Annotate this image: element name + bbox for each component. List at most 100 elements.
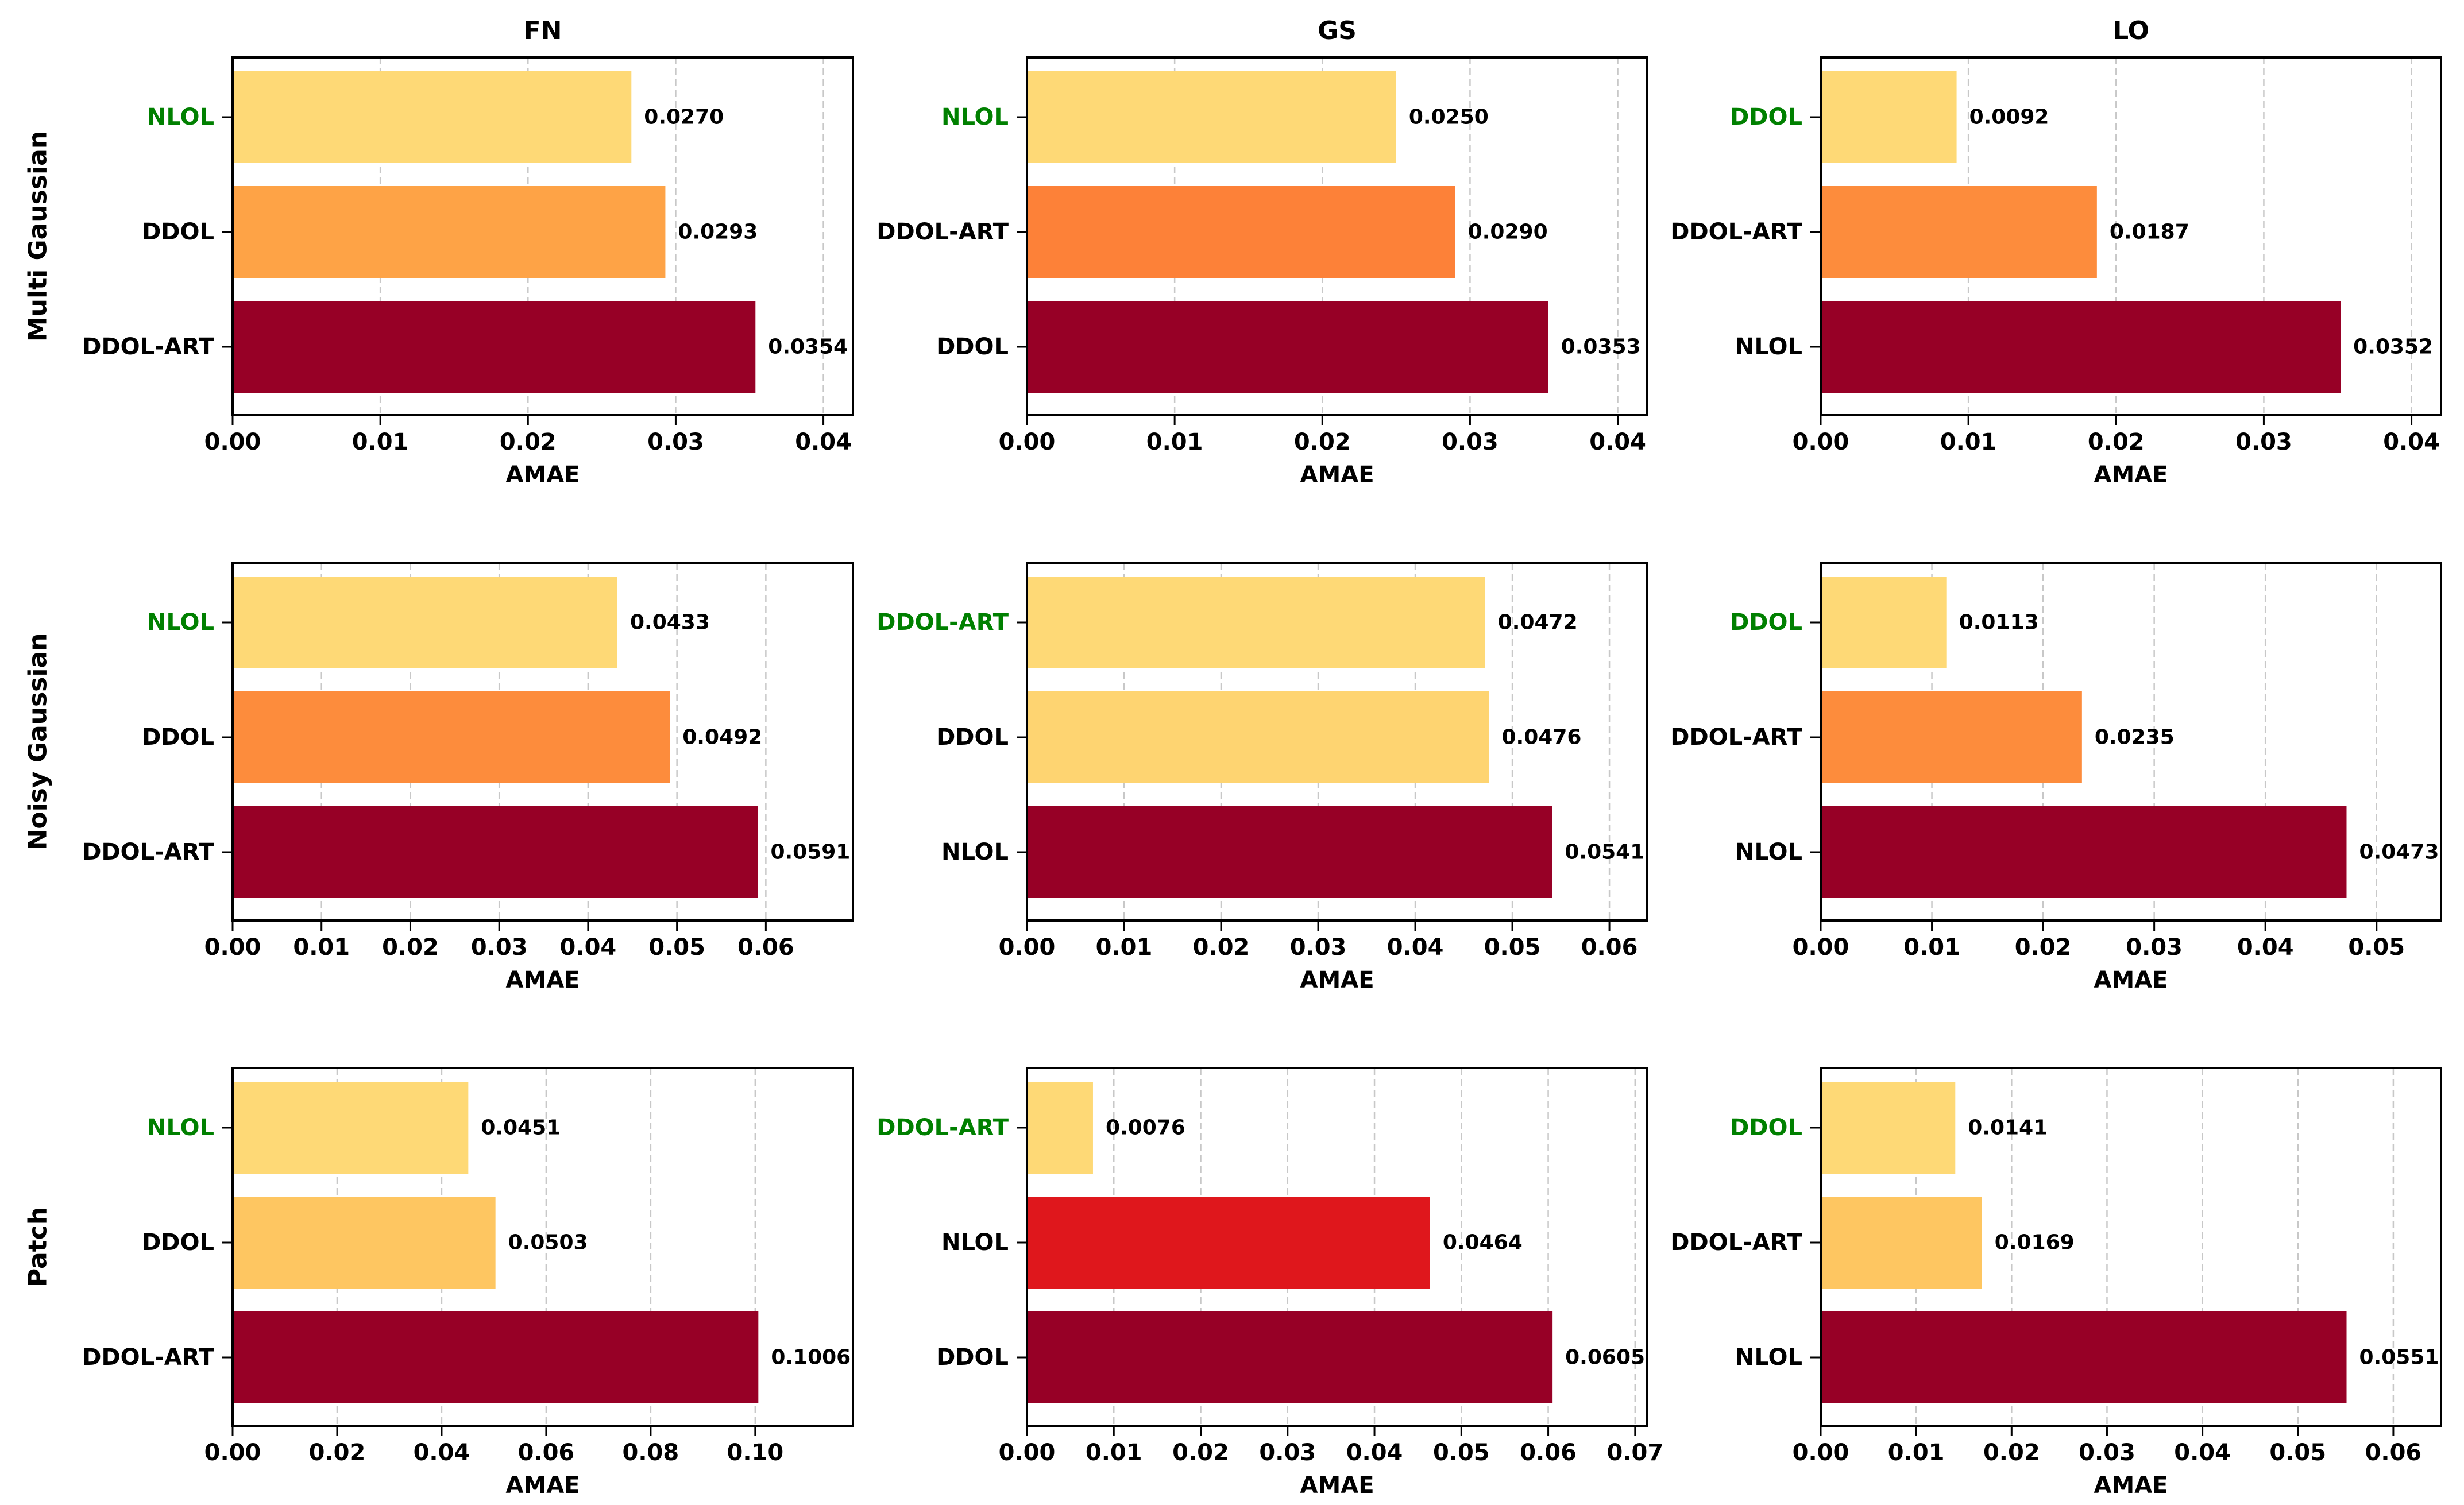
x-tick-label: 0.02: [500, 429, 557, 455]
bar-nlol: [233, 1082, 469, 1174]
x-tick-label: 0.02: [1983, 1440, 2040, 1466]
bar-ddol: [1821, 71, 1957, 163]
x-tick-label: 0.06: [1520, 1440, 1577, 1466]
row-title-patch: Patch: [24, 1207, 53, 1287]
panel-multi-gaussian-gs: 0.0250 NLOL 0.0290 DDOL-ART 0.0353 DDOL 0.00 0.…: [876, 56, 1648, 488]
row-title-noisy-gaussian: Noisy Gaussian: [24, 633, 53, 850]
x-tick-label: 0.05: [1484, 934, 1541, 961]
bar-value-label: 0.0451: [481, 1116, 561, 1140]
x-tick-label: 0.04: [1387, 934, 1444, 961]
x-axis-label: AMAE: [505, 1472, 580, 1499]
category-label: NLOL: [941, 104, 1009, 130]
x-tick-label: 0.02: [2015, 934, 2072, 961]
bar-nlol: [1821, 1311, 2347, 1403]
category-label: DDOL-ART: [876, 1115, 1009, 1141]
axes-frame: [231, 1067, 854, 1427]
panel-patch-fn: 0.0451 NLOL 0.0503 DDOL 0.1006 DDOL-ART 0.00 0.…: [82, 1067, 854, 1499]
bar-ddol-art: [1027, 577, 1485, 668]
bar-value-label: 0.0250: [1409, 106, 1489, 129]
panel-patch-lo: 0.0141 DDOL 0.0169 DDOL-ART 0.0551 NLOL 0.00 0.…: [1670, 1067, 2442, 1499]
x-tick-label: 0.03: [1442, 429, 1499, 455]
x-tick-label: 0.02: [1193, 934, 1250, 961]
bar-value-label: 0.1006: [771, 1346, 851, 1369]
bar-value-label: 0.0113: [1959, 611, 2039, 635]
category-label: DDOL: [142, 219, 214, 245]
x-tick-label: 0.00: [1793, 429, 1849, 455]
column-title-lo: LO: [2112, 16, 2149, 45]
bar-value-label: 0.0092: [1969, 106, 2049, 129]
x-tick-label: 0.05: [648, 934, 705, 961]
column-title-gs: GS: [1318, 16, 1357, 45]
x-tick-label: 0.01: [293, 934, 350, 961]
bar-value-label: 0.0352: [2353, 335, 2433, 359]
category-label: NLOL: [1735, 1344, 1802, 1371]
bar-value-label: 0.0235: [2095, 726, 2175, 749]
x-tick-label: 0.00: [204, 934, 261, 961]
panel-patch-gs: 0.0076 DDOL-ART 0.0464 NLOL 0.0605 DDOL 0.00 0.…: [876, 1067, 1663, 1499]
x-tick-label: 0.01: [1903, 934, 1960, 961]
column-title-fn: FN: [524, 16, 562, 45]
bar-value-label: 0.0591: [770, 841, 850, 864]
axes-frame: [231, 56, 854, 416]
x-axis-label: AMAE: [2094, 967, 2168, 993]
x-tick-label: 0.06: [1581, 934, 1638, 961]
bar-value-label: 0.0293: [678, 220, 758, 244]
bar-value-label: 0.0464: [1443, 1231, 1523, 1255]
category-label: DDOL: [142, 1229, 214, 1256]
bar-ddol-art: [1821, 186, 2097, 278]
x-tick-label: 0.04: [560, 934, 617, 961]
x-tick-label: 0.06: [737, 934, 794, 961]
x-tick-label: 0.00: [999, 1440, 1056, 1466]
x-tick-label: 0.00: [204, 429, 261, 455]
x-tick-label: 0.00: [1793, 934, 1849, 961]
x-tick-label: 0.01: [1940, 429, 1997, 455]
bar-nlol: [1821, 301, 2341, 393]
bar-ddol: [1821, 577, 1947, 668]
category-label: DDOL: [936, 1344, 1009, 1371]
bar-ddol: [233, 1197, 496, 1289]
panel-noisy-gaussian-gs: 0.0472 DDOL-ART 0.0476 DDOL 0.0541 NLOL 0.00 0.…: [876, 562, 1648, 993]
x-tick-label: 0.02: [382, 934, 439, 961]
bar-ddol: [1027, 301, 1548, 393]
x-tick-label: 0.00: [999, 934, 1056, 961]
category-label: NLOL: [147, 104, 214, 130]
axes-frame: [1026, 56, 1648, 416]
category-label: NLOL: [147, 609, 214, 636]
x-tick-label: 0.04: [2383, 429, 2440, 455]
category-label: DDOL: [936, 334, 1009, 360]
category-label: NLOL: [1735, 839, 1802, 865]
bar-ddol: [1821, 1082, 1956, 1174]
bar-ddol: [233, 691, 670, 783]
bar-ddol-art: [233, 806, 758, 898]
x-tick-label: 0.06: [2365, 1440, 2422, 1466]
axes-frame: [1820, 56, 2442, 416]
x-tick-label: 0.00: [999, 429, 1056, 455]
category-label: DDOL: [1730, 104, 1802, 130]
x-tick-label: 0.05: [2269, 1440, 2326, 1466]
x-tick-label: 0.01: [1086, 1440, 1142, 1466]
x-axis-label: AMAE: [1300, 462, 1374, 488]
bar-value-label: 0.0472: [1498, 611, 1578, 635]
bar-ddol-art: [233, 1311, 759, 1403]
bar-value-label: 0.0270: [644, 106, 724, 129]
x-tick-label: 0.03: [1290, 934, 1347, 961]
panel-multi-gaussian-fn: 0.0270 NLOL 0.0293 DDOL 0.0354 DDOL-ART 0.00 0.…: [82, 56, 854, 488]
category-label: DDOL-ART: [1670, 1229, 1802, 1256]
bar-value-label: 0.0353: [1561, 335, 1641, 359]
category-label: DDOL-ART: [1670, 724, 1802, 750]
bar-value-label: 0.0503: [508, 1231, 588, 1255]
bar-value-label: 0.0476: [1502, 726, 1582, 749]
axes-frame: [1026, 1067, 1648, 1427]
panel-multi-gaussian-lo: 0.0092 DDOL 0.0187 DDOL-ART 0.0352 NLOL 0.00 0.…: [1670, 56, 2442, 488]
bar-value-label: 0.0473: [2359, 841, 2439, 864]
bar-nlol: [233, 71, 632, 163]
x-tick-label: 0.04: [2237, 934, 2294, 961]
row-title-multi-gaussian: Multi Gaussian: [24, 131, 53, 342]
bar-ddol: [233, 186, 666, 278]
category-label: NLOL: [147, 1115, 214, 1141]
bar-value-label: 0.0169: [1995, 1231, 2075, 1255]
bar-ddol-art: [1821, 1197, 1982, 1289]
category-label: DDOL: [1730, 609, 1802, 636]
x-tick-label: 0.03: [2079, 1440, 2135, 1466]
